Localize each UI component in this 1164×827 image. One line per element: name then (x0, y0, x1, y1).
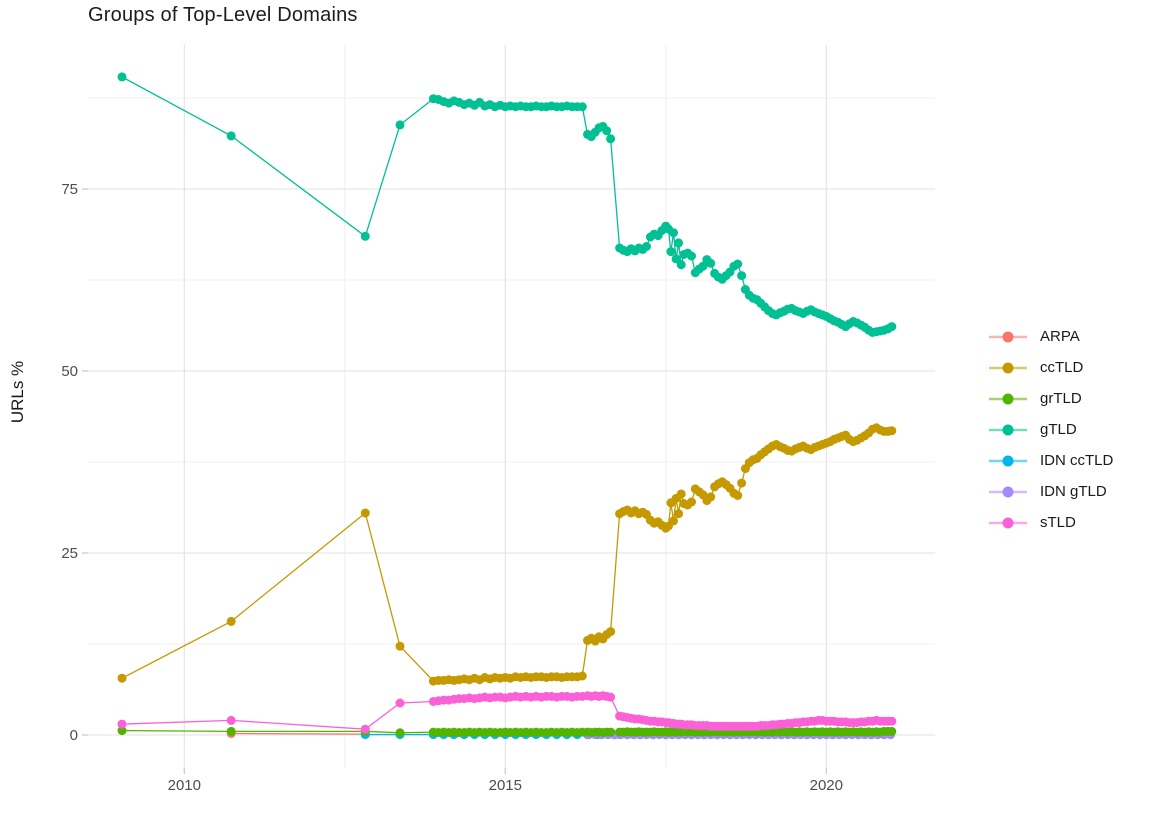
data-point-gtld (706, 258, 716, 268)
data-point-gtld (395, 120, 405, 130)
legend-label-stld: sTLD (1040, 514, 1076, 531)
legend-key-stld (989, 517, 1027, 528)
legend-key-idn-gtld (989, 486, 1027, 497)
legend-item-stld: sTLD (988, 507, 1113, 538)
legend-item-idn-gtld: IDN gTLD (988, 476, 1113, 507)
legend-label-idn-gtld: IDN gTLD (1040, 483, 1107, 500)
data-point-gtld (577, 102, 587, 112)
data-point-cctld (669, 516, 678, 526)
x-tick-label: 2015 (489, 777, 522, 794)
legend-item-arpa: ARPA (988, 321, 1113, 352)
data-point-gtld (602, 126, 612, 136)
x-tick-label: 2020 (810, 777, 843, 794)
y-tick-label: 25 (61, 545, 78, 562)
series-line-arpa (231, 732, 366, 735)
y-tick-label: 75 (61, 181, 78, 198)
legend-key-dot-gtld (1002, 424, 1014, 435)
data-point-cctld (360, 508, 370, 518)
legend-label-cctld: ccTLD (1040, 359, 1084, 376)
data-point-stld (226, 715, 236, 725)
data-point-cctld (706, 492, 716, 502)
legend-label-arpa: ARPA (1040, 328, 1080, 345)
legend-item-gtld: gTLD (988, 414, 1113, 445)
legend-key-dot-arpa (1002, 331, 1014, 342)
data-point-cctld (687, 497, 696, 507)
data-point-gtld (698, 261, 708, 271)
data-point-gtld (676, 260, 686, 270)
data-point-cctld (676, 489, 686, 499)
legend-key-dot-idn-cctld (1002, 455, 1014, 466)
data-point-cctld (887, 426, 897, 436)
legend-label-grtld: grTLD (1040, 390, 1082, 407)
data-point-stld (395, 698, 405, 708)
series-line-gtld (121, 76, 893, 334)
chart-title: Groups of Top-Level Domains (88, 4, 358, 26)
data-point-cctld (737, 478, 747, 488)
legend-key-dot-cctld (1002, 362, 1014, 373)
data-point-cctld (577, 671, 587, 681)
legend-key-dot-stld (1002, 517, 1014, 528)
data-point-stld (117, 719, 127, 729)
data-point-gtld (117, 72, 127, 82)
legend-item-grtld: grTLD (988, 383, 1113, 414)
legend-key-gtld (989, 424, 1027, 435)
data-point-grtld (226, 726, 236, 736)
legend-key-idn-cctld (989, 455, 1027, 466)
legend-label-idn-cctld: IDN ccTLD (1040, 452, 1114, 469)
y-tick-label: 50 (61, 363, 78, 380)
data-point-cctld (606, 627, 616, 637)
data-point-grtld (887, 726, 897, 736)
data-point-gtld (887, 322, 897, 332)
data-point-stld (360, 724, 370, 734)
data-point-cctld (226, 616, 236, 626)
data-point-gtld (669, 228, 678, 238)
series-line-cctld (121, 427, 892, 682)
data-point-gtld (671, 254, 681, 264)
legend-key-dot-idn-gtld (1002, 486, 1014, 497)
data-point-gtld (606, 134, 616, 144)
x-tick-label: 2010 (168, 777, 201, 794)
data-point-cctld (395, 641, 405, 651)
data-point-cctld (674, 509, 684, 519)
data-point-cctld (733, 491, 743, 500)
data-point-gtld (360, 231, 370, 241)
legend-key-grtld (989, 393, 1027, 404)
legend-item-idn-cctld: IDN ccTLD (988, 445, 1113, 476)
legend-key-arpa (989, 331, 1027, 342)
data-point-gtld (687, 251, 696, 261)
data-point-gtld (737, 271, 747, 281)
data-point-grtld (395, 728, 405, 738)
legend-key-dot-grtld (1002, 393, 1014, 404)
legend: ARPA ccTLD grTLD gTLD IDN ccTLD IDN gTLD sTLD (988, 321, 1113, 538)
legend-key-cctld (989, 362, 1027, 373)
y-tick-label: 0 (70, 727, 78, 744)
data-point-gtld (226, 131, 236, 141)
data-point-grtld (606, 727, 616, 737)
data-point-stld (887, 716, 897, 726)
legend-item-cctld: ccTLD (988, 352, 1113, 383)
data-point-gtld (674, 238, 684, 248)
data-point-gtld (733, 259, 743, 269)
data-point-gtld (666, 247, 676, 257)
data-point-grtld (117, 726, 127, 736)
data-point-cctld (117, 673, 127, 683)
data-point-gtld (642, 242, 651, 251)
data-point-stld (606, 692, 616, 702)
legend-label-gtld: gTLD (1040, 421, 1077, 438)
